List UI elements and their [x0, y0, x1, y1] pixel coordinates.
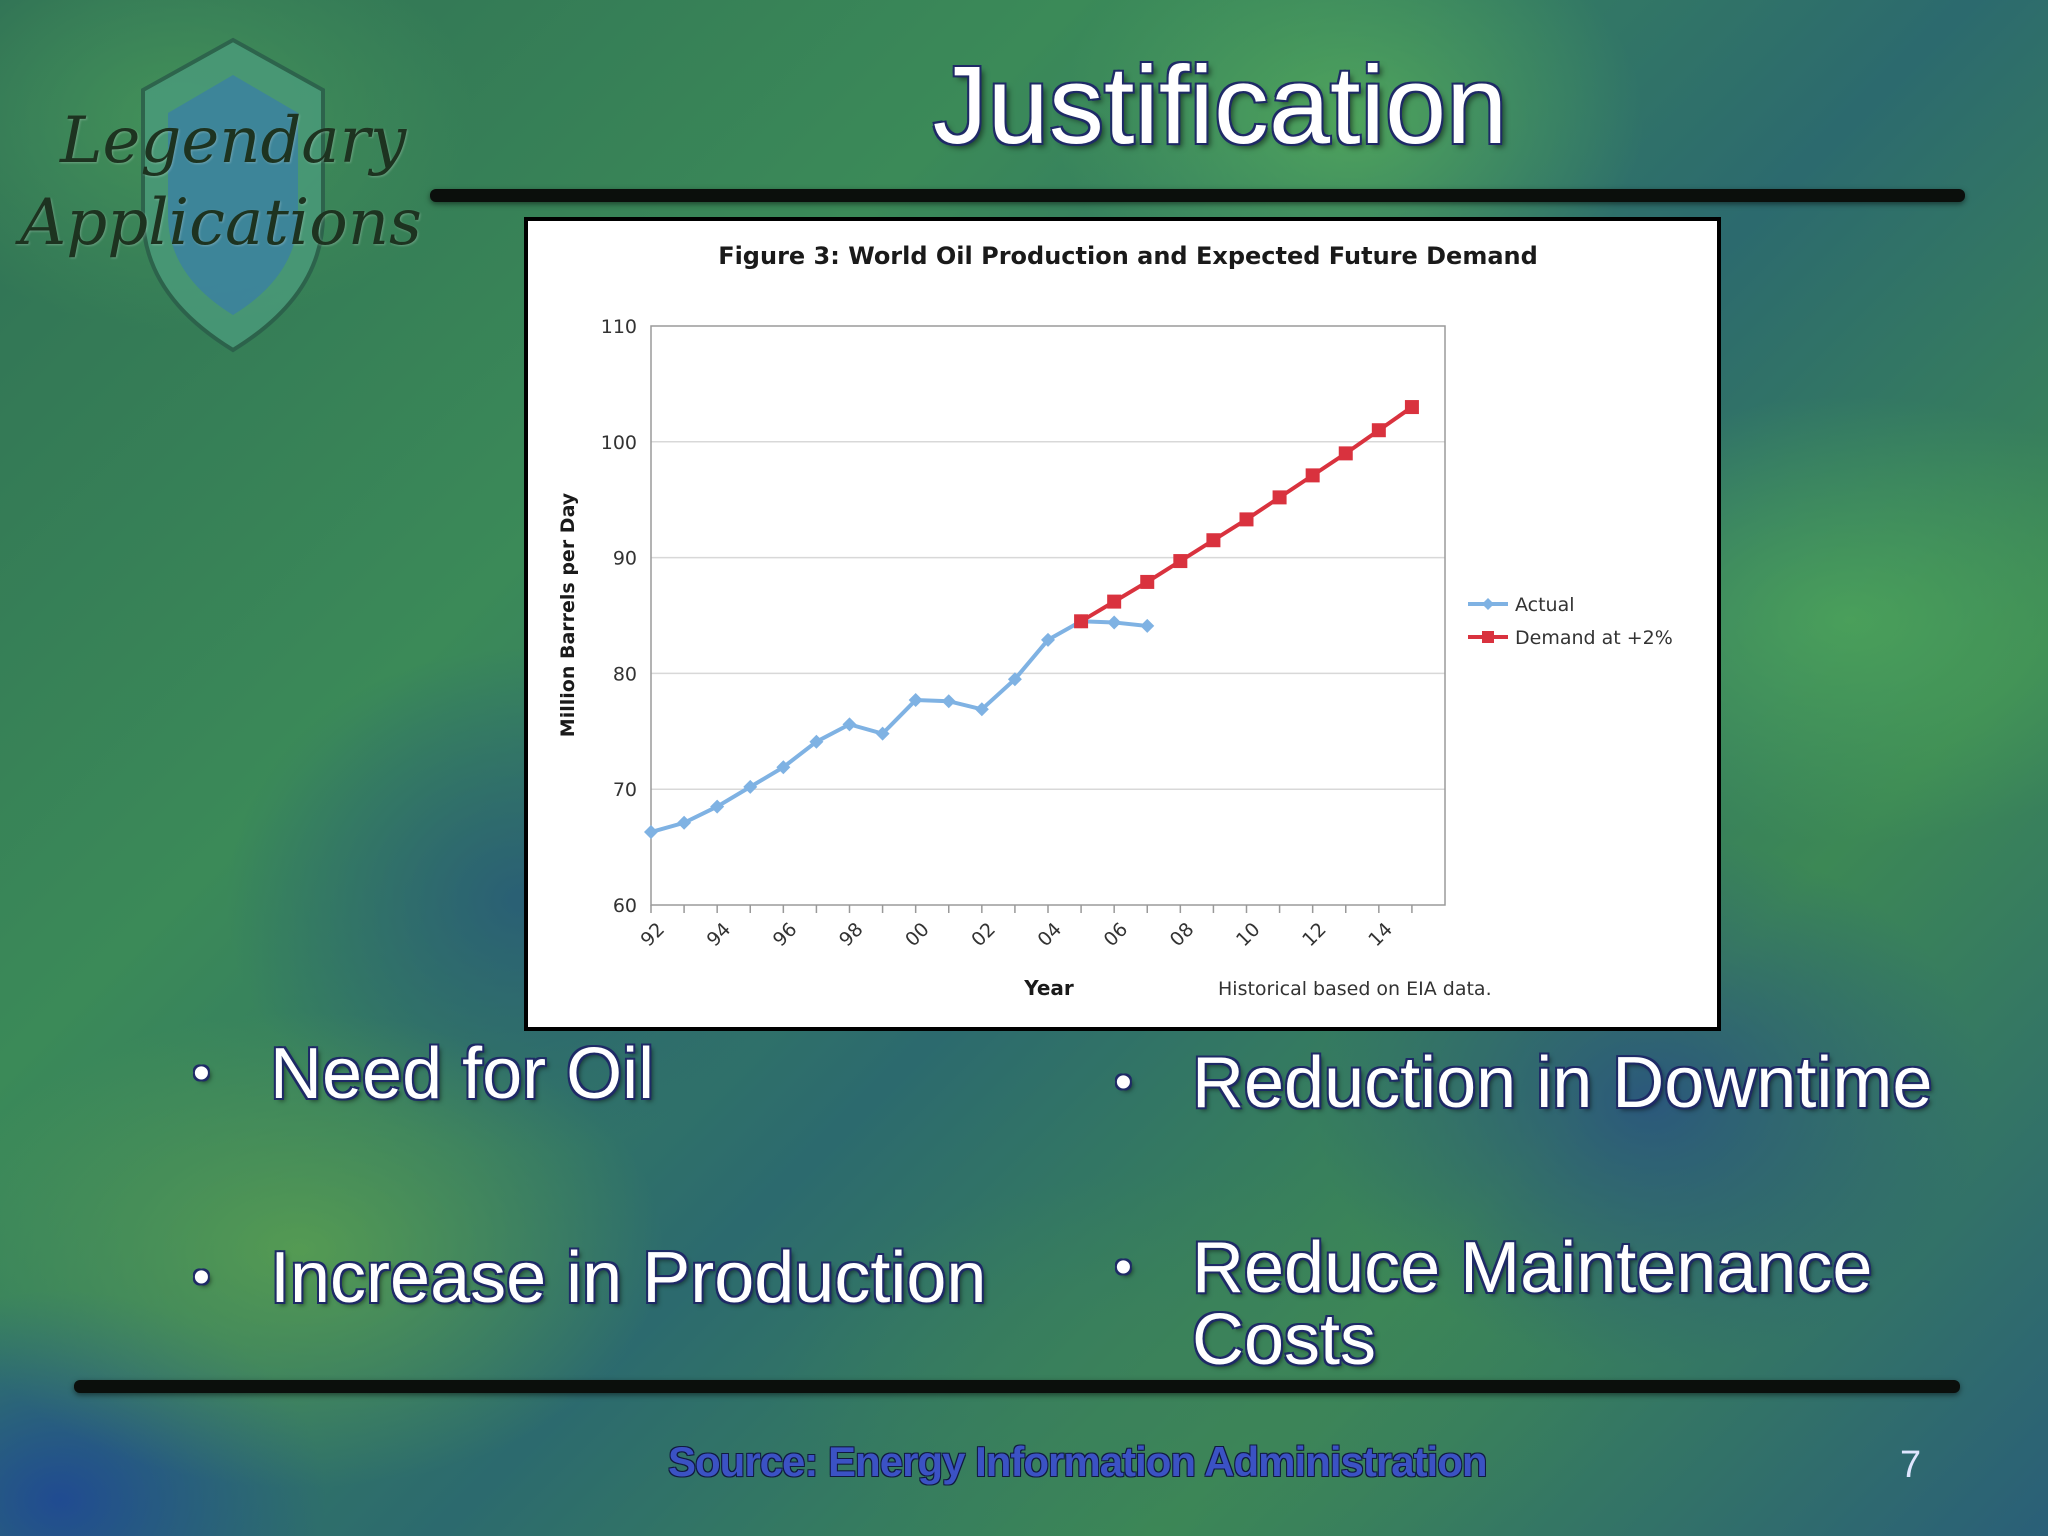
data-point-demand [1074, 614, 1089, 629]
x-axis: 92 94 96 98 00 02 04 06 08 10 12 14 [636, 905, 1413, 951]
x-tick-label: 98 [835, 918, 868, 951]
data-point-actual [1107, 615, 1122, 630]
data-point-actual [1041, 632, 1055, 647]
data-point-actual [809, 734, 824, 749]
bullet-reduce-maintenance: • Reduce Maintenance Costs [1115, 1232, 1952, 1376]
gridlines [651, 441, 1445, 790]
data-point-actual [644, 825, 658, 840]
legend-marker [1482, 598, 1494, 610]
x-tick-label: 94 [703, 918, 736, 951]
bullet-increase-production: • Increase in Production [193, 1242, 986, 1314]
legend-label: Actual [1515, 594, 1575, 616]
data-point-demand [1107, 594, 1122, 609]
x-tick-label: 96 [769, 918, 802, 951]
series-group [644, 400, 1419, 840]
data-point-demand [1371, 423, 1386, 438]
bullet-dot: • [193, 1047, 210, 1100]
data-point-actual [1007, 672, 1022, 687]
y-tick-label: 60 [613, 895, 637, 917]
x-tick-label: 02 [967, 918, 1000, 951]
bullet-dot: • [1115, 1241, 1132, 1294]
legend: Actual Demand at +2% [1468, 594, 1673, 649]
y-tick-label: 90 [613, 548, 637, 570]
bullet-need-for-oil: • Need for Oil [193, 1038, 654, 1110]
data-point-actual [974, 702, 989, 717]
data-point-demand [1173, 554, 1188, 569]
data-point-actual [842, 717, 857, 732]
data-point-actual [875, 726, 890, 741]
y-axis-label: Million Barrels per Day [557, 492, 579, 737]
page-number: 7 [1900, 1444, 1922, 1486]
bullet-reduction-downtime: • Reduction in Downtime [1115, 1047, 1932, 1119]
logo: Legendary Applications [20, 30, 422, 353]
data-point-demand [1239, 512, 1254, 527]
x-tick-label: 06 [1100, 918, 1133, 951]
data-point-demand [1206, 533, 1221, 548]
x-tick-label: 04 [1033, 918, 1066, 951]
logo-line-2: Applications [20, 186, 422, 260]
x-tick-label: 92 [636, 918, 669, 951]
y-axis: 60 70 80 90 100 110 [601, 316, 637, 917]
logo-line-1: Legendary [60, 104, 407, 178]
x-tick-label: 10 [1232, 918, 1265, 951]
bullet-text: Increase in Production [270, 1238, 987, 1318]
data-point-demand [1140, 574, 1155, 589]
data-point-actual [710, 799, 725, 814]
bullet-text: Reduction in Downtime [1192, 1043, 1933, 1123]
data-point-actual [743, 779, 758, 794]
x-tick-label: 00 [901, 918, 934, 951]
chart-frame: Figure 3: World Oil Production and Expec… [524, 217, 1721, 1031]
data-point-actual [908, 693, 923, 708]
data-point-demand [1272, 490, 1287, 505]
legend-label: Demand at +2% [1515, 627, 1673, 649]
bullet-text: Reduce Maintenance Costs [1192, 1228, 1873, 1380]
data-point-demand [1338, 446, 1353, 461]
x-tick-label: 12 [1298, 918, 1331, 951]
plot-area [650, 325, 1446, 906]
y-tick-label: 110 [601, 316, 637, 338]
oil-production-chart: Figure 3: World Oil Production and Expec… [557, 242, 1673, 1000]
chart-note: Historical based on EIA data. [1218, 978, 1492, 1000]
y-tick-label: 80 [613, 663, 637, 685]
top-divider [430, 189, 1965, 202]
y-tick-label: 70 [613, 779, 637, 801]
bullet-dot: • [1115, 1056, 1132, 1109]
x-tick-label: 14 [1364, 918, 1397, 951]
data-point-demand [1305, 468, 1320, 483]
series-line-actual [650, 619, 1148, 834]
data-point-actual [941, 694, 956, 709]
data-point-actual [1140, 618, 1155, 633]
bullet-text: Need for Oil [270, 1034, 655, 1114]
data-point-actual [677, 815, 692, 830]
x-axis-label: Year [1023, 976, 1074, 1000]
x-tick-label: 08 [1166, 918, 1199, 951]
shield-icon [141, 37, 325, 353]
source-citation: Source: Energy Information Administratio… [668, 1438, 1488, 1485]
chart-title: Figure 3: World Oil Production and Expec… [718, 242, 1538, 270]
data-point-demand [1404, 400, 1419, 415]
slide-title: Justification [932, 44, 1508, 167]
bottom-divider [74, 1380, 1960, 1393]
bullet-dot: • [193, 1251, 210, 1304]
legend-marker [1482, 631, 1494, 643]
y-tick-label: 100 [601, 432, 637, 454]
